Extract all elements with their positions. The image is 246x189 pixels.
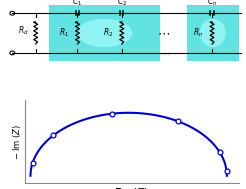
Bar [187, 5, 239, 61]
Text: $C_1$: $C_1$ [72, 0, 83, 8]
Text: $R_n$: $R_n$ [193, 27, 204, 39]
Bar [49, 5, 160, 61]
Text: $\cdots$: $\cdots$ [158, 48, 169, 58]
Ellipse shape [77, 19, 132, 47]
Y-axis label: $-$ Im $\it{(Z)}$: $-$ Im $\it{(Z)}$ [11, 124, 23, 160]
Ellipse shape [200, 19, 226, 47]
X-axis label: Re $\it{(Z)}$: Re $\it{(Z)}$ [114, 186, 149, 189]
Text: $R_1$: $R_1$ [59, 27, 69, 39]
Text: $R_2$: $R_2$ [103, 27, 113, 39]
Text: $\cdots$: $\cdots$ [157, 27, 170, 40]
Text: $C_n$: $C_n$ [207, 0, 217, 8]
Text: $R_d$: $R_d$ [17, 25, 28, 37]
Text: $C_2$: $C_2$ [117, 0, 127, 8]
